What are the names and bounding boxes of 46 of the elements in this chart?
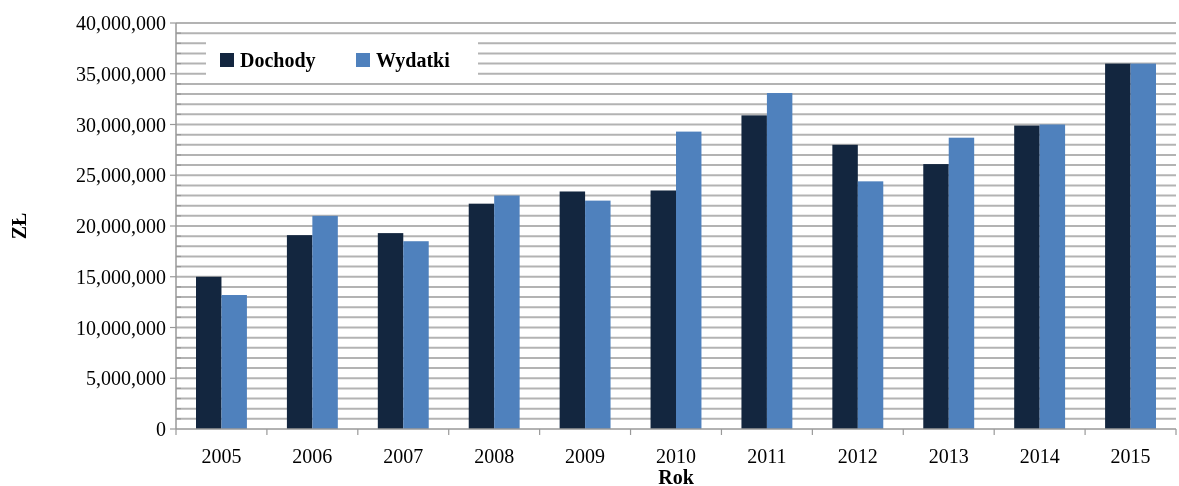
- bar: [1014, 125, 1040, 429]
- bar: [403, 241, 429, 429]
- y-tick-label: 20,000,000: [76, 215, 166, 237]
- x-tick-label: 2009: [565, 445, 606, 467]
- bar: [1105, 63, 1131, 429]
- x-tick-label: 2013: [928, 445, 969, 467]
- x-tick-label: 2012: [837, 445, 878, 467]
- y-tick-label: 0: [156, 418, 166, 440]
- y-tick-label: 30,000,000: [76, 113, 166, 136]
- y-tick-label: 35,000,000: [76, 62, 166, 85]
- x-tick-label: 2007: [383, 445, 424, 467]
- legend-label: Wydatki: [376, 49, 451, 72]
- bar: [1039, 124, 1066, 429]
- y-tick-label: 40,000,000: [76, 12, 166, 34]
- bar: [494, 195, 520, 429]
- bar: [832, 144, 858, 429]
- bar: [377, 233, 404, 429]
- x-tick-label: 2005: [201, 445, 242, 467]
- y-axis-title: ZŁ: [8, 212, 30, 240]
- bar: [221, 295, 247, 429]
- y-tick-label: 15,000,000: [76, 265, 166, 288]
- x-tick-label: 2011: [747, 445, 787, 467]
- bar: [857, 181, 884, 429]
- x-tick-label: 2008: [474, 445, 515, 467]
- y-tick-label: 10,000,000: [76, 316, 166, 339]
- bar: [923, 164, 949, 429]
- y-tick-label: 5,000,000: [86, 367, 166, 390]
- bar: [1130, 63, 1156, 429]
- x-axis-title: Rok: [658, 466, 695, 486]
- bar: [286, 235, 313, 429]
- bar: [468, 203, 495, 429]
- bar: [948, 137, 975, 429]
- bar: [676, 131, 702, 429]
- x-tick-label: 2006: [292, 445, 333, 467]
- legend-label: Dochody: [240, 49, 316, 72]
- bar: [312, 215, 338, 429]
- bar: [650, 190, 676, 429]
- x-tick-label: 2015: [1110, 445, 1151, 467]
- bar: [559, 191, 586, 429]
- x-tick-label: 2014: [1019, 445, 1060, 467]
- bar: [196, 276, 222, 429]
- y-tick-label: 25,000,000: [76, 164, 166, 187]
- bar: [741, 115, 767, 429]
- bar: [766, 93, 793, 429]
- x-tick-label: 2010: [656, 445, 696, 467]
- bar: [585, 200, 611, 429]
